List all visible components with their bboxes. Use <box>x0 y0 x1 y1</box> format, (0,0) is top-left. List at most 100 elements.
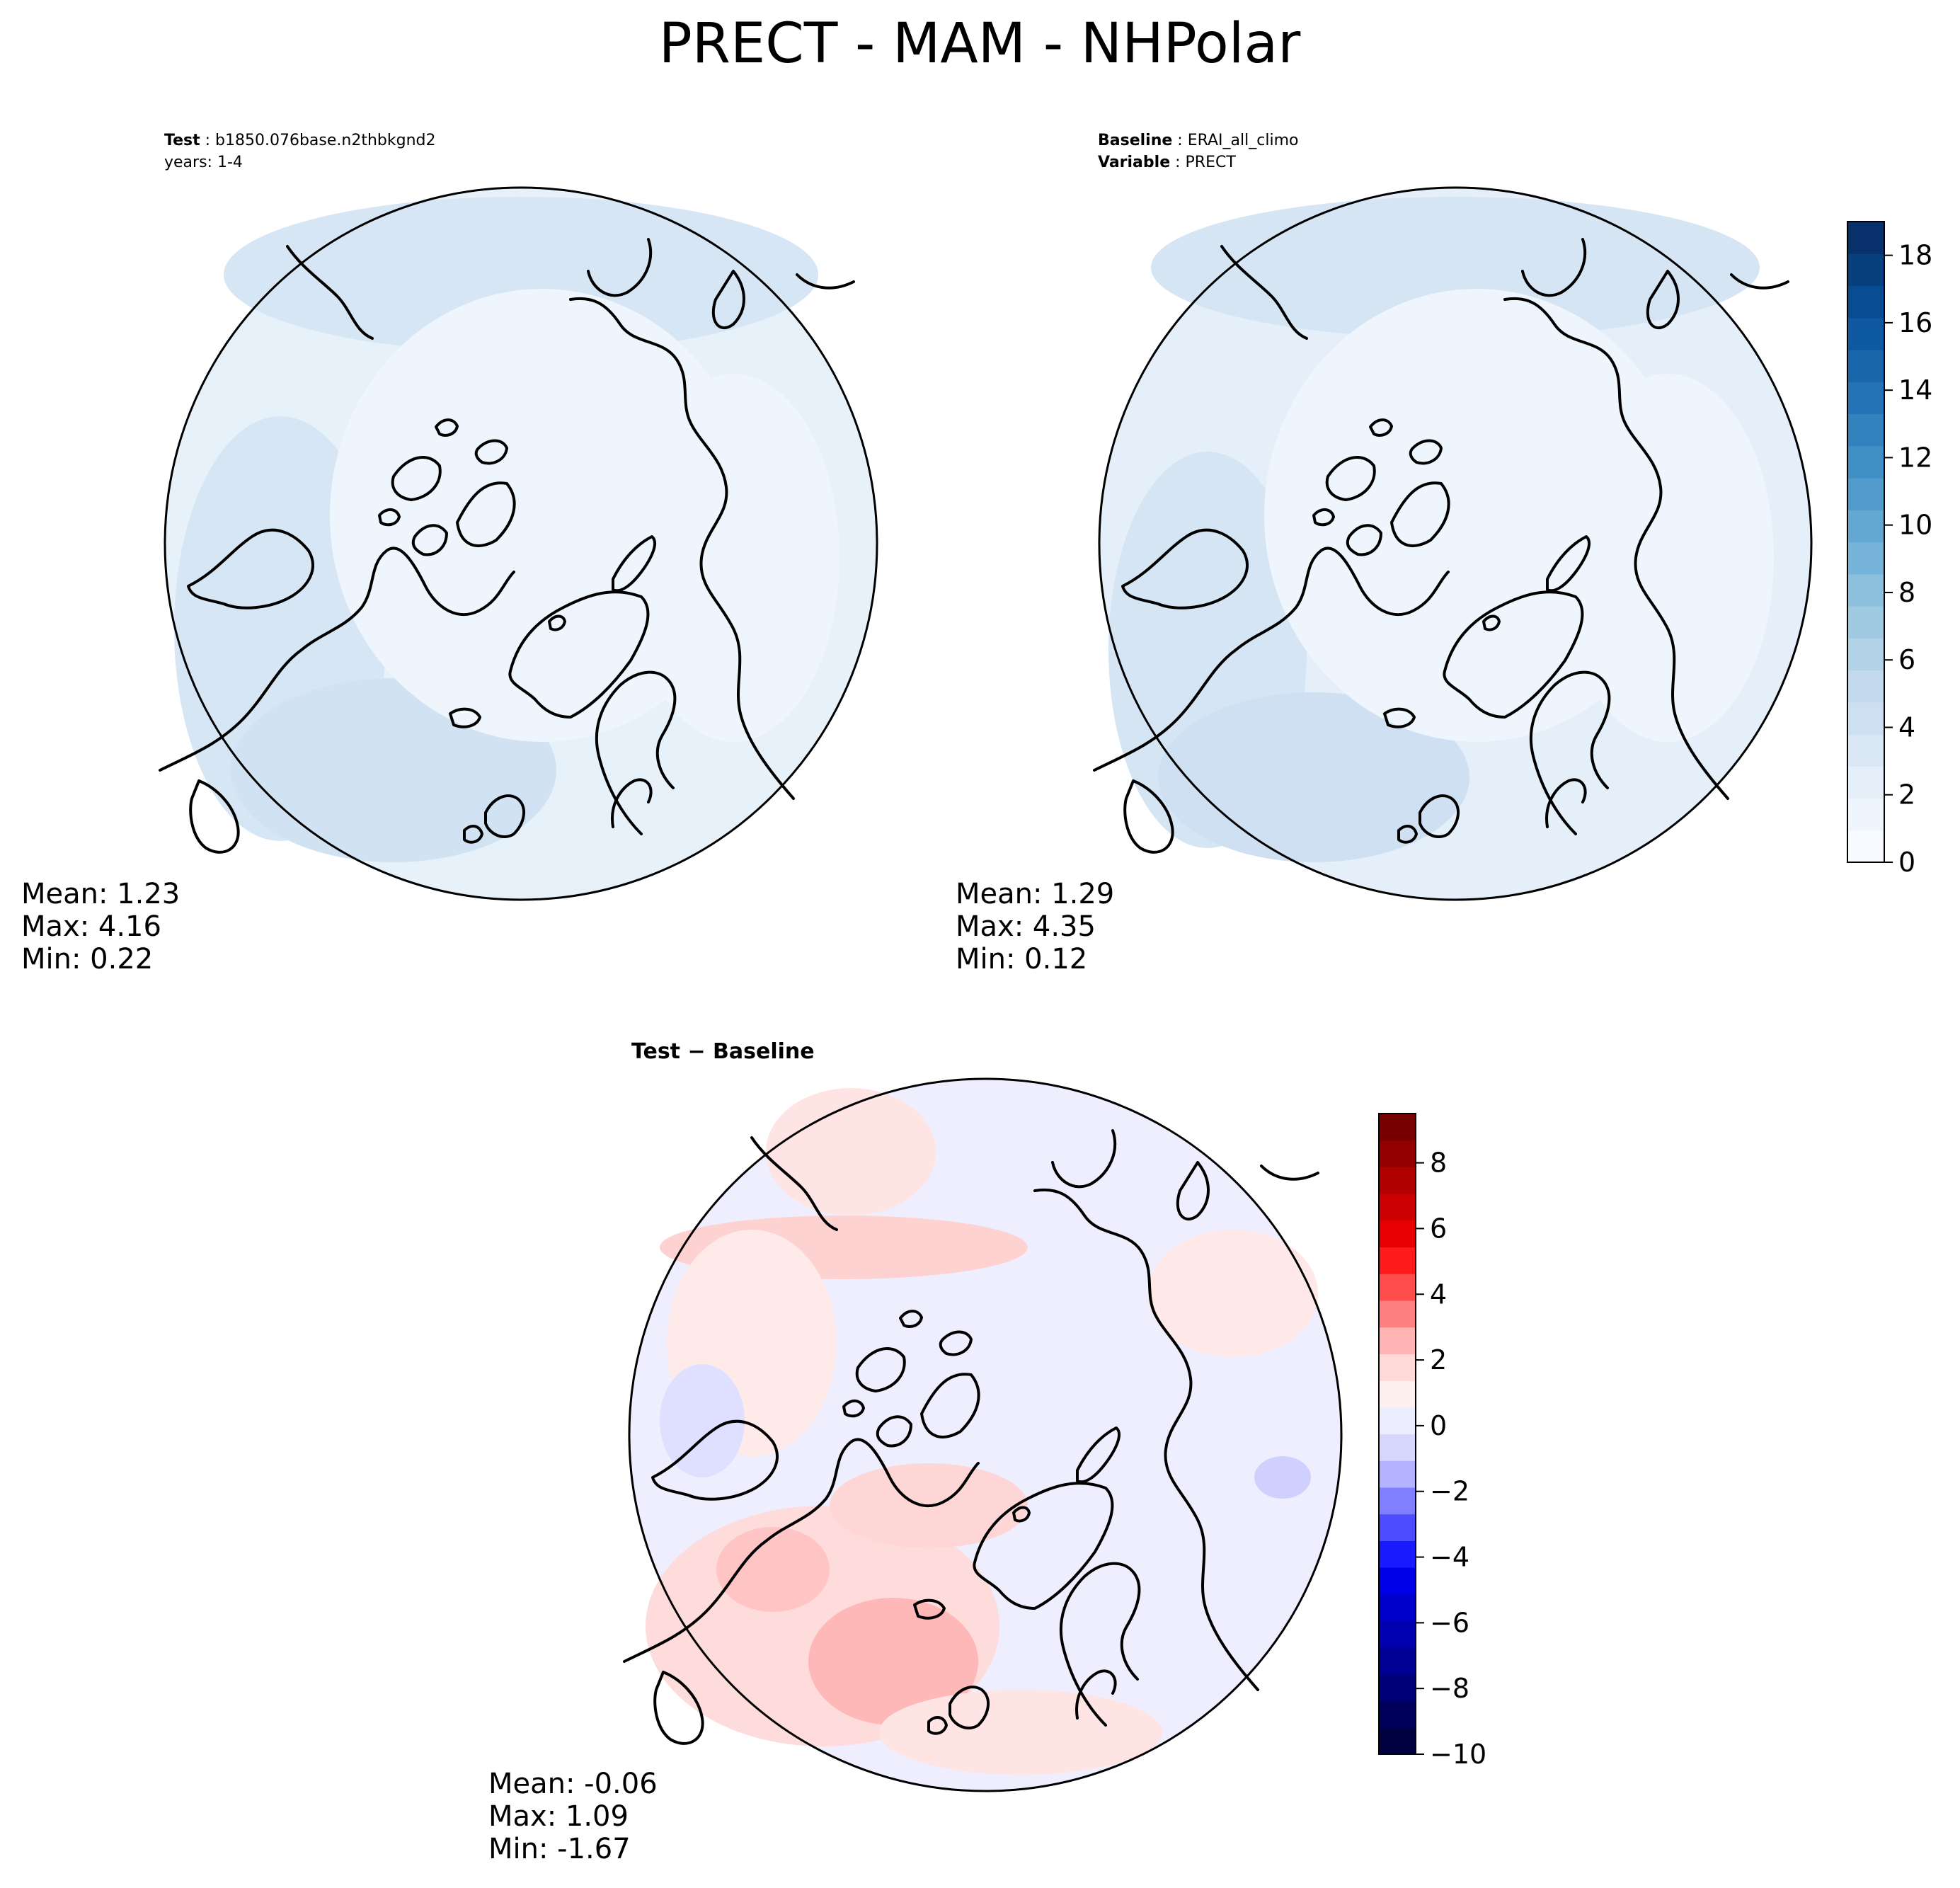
colorbar-main-tick-label: 0 <box>1898 847 1915 878</box>
baseline-band-south <box>1158 692 1469 862</box>
test-label-key: Test <box>164 132 200 149</box>
colorbar-diff-frame <box>1378 1113 1416 1755</box>
colorbar-diff-block <box>1379 1460 1416 1488</box>
diff-min: Min: -1.67 <box>488 1833 631 1865</box>
colorbar-main-block <box>1847 702 1884 735</box>
test-label: Test : b1850.076base.n2thbkgnd2 <box>164 132 436 149</box>
colorbar-diff-tick-label: 2 <box>1430 1344 1447 1375</box>
colorbar-main-block <box>1847 798 1884 831</box>
colorbar-diff-block <box>1379 1540 1416 1568</box>
colorbar-diff-block <box>1379 1327 1416 1354</box>
colorbar-diff-block <box>1379 1700 1416 1728</box>
colorbar-main-frame <box>1847 221 1885 863</box>
colorbar-diff-block <box>1379 1194 1416 1221</box>
test-years: years: 1-4 <box>164 154 243 171</box>
colorbar-main-tick-label: 4 <box>1898 711 1915 743</box>
colorbar-diff-block <box>1379 1620 1416 1648</box>
colorbar-main-block <box>1847 542 1884 575</box>
colorbar-diff-tick-label: −2 <box>1430 1476 1469 1507</box>
colorbar-main-block <box>1847 350 1884 382</box>
colorbar-diff-tick-label: 4 <box>1430 1278 1447 1310</box>
colorbar-main-block <box>1847 413 1884 447</box>
colorbar-main-block <box>1847 285 1884 319</box>
panel-baseline: Baseline : ERAI_all_climo Variable : PRE… <box>956 132 1813 976</box>
colorbar-diff-tick-label: 6 <box>1430 1213 1447 1244</box>
colorbar-main: 0 2 4 6 8 10 12 14 16 18 <box>1847 221 1932 878</box>
baseline-siberia <box>1561 374 1774 742</box>
diff-max: Max: 1.09 <box>488 1800 629 1833</box>
colorbar-diff-tick-label: −8 <box>1430 1673 1469 1704</box>
diff-map <box>623 1077 1343 1792</box>
colorbar-main-block <box>1847 734 1884 767</box>
colorbar-main-block <box>1847 638 1884 671</box>
colorbar-main-block <box>1847 478 1884 510</box>
diff-title: Test − Baseline <box>631 1039 815 1064</box>
diff-pos-north <box>766 1088 936 1215</box>
colorbar-main-tick-label: 14 <box>1898 374 1932 406</box>
colorbar-main-ticks: 0 2 4 6 8 10 12 14 16 18 <box>1884 240 1932 878</box>
colorbar-diff-block <box>1379 1674 1416 1702</box>
colorbar-main-tick-label: 16 <box>1898 307 1932 338</box>
test-label-value: b1850.076base.n2thbkgnd2 <box>215 132 435 149</box>
colorbar-diff-tick-label: −6 <box>1430 1607 1469 1638</box>
colorbar-diff-block <box>1379 1407 1416 1435</box>
baseline-min: Min: 0.12 <box>956 943 1087 976</box>
test-band-north <box>224 197 818 353</box>
colorbar-main-tick-label: 8 <box>1898 577 1915 608</box>
baseline-mean: Mean: 1.29 <box>956 878 1114 910</box>
diff-neg-west <box>660 1364 745 1477</box>
colorbar-main-block <box>1847 606 1884 639</box>
baseline-variable: Variable : PRECT <box>1098 154 1236 171</box>
colorbar-main-tick-label: 10 <box>1898 510 1932 541</box>
colorbar-diff-tick-label: −10 <box>1430 1739 1486 1770</box>
colorbar-diff-tick-label: −4 <box>1430 1542 1469 1573</box>
colorbar-diff-blocks <box>1379 1114 1416 1755</box>
colorbar-main-block <box>1847 382 1884 415</box>
test-map-border <box>164 186 878 901</box>
test-mean: Mean: 1.23 <box>21 878 180 910</box>
baseline-variable-value: PRECT <box>1186 154 1237 171</box>
baseline-label-value: ERAI_all_climo <box>1188 132 1299 149</box>
baseline-label: Baseline : ERAI_all_climo <box>1098 132 1298 149</box>
colorbar-diff-tick-label: 8 <box>1430 1148 1447 1179</box>
colorbar-main-blocks <box>1847 222 1884 863</box>
colorbar-diff-block <box>1379 1167 1416 1194</box>
colorbar-diff: −10 −8 −6 −4 −2 0 2 4 6 8 <box>1378 1113 1486 1770</box>
diff-pos-labrador <box>716 1527 830 1612</box>
colorbar-main-block <box>1847 253 1884 287</box>
colorbar-main-block <box>1847 670 1884 703</box>
panel-test: Test : b1850.076base.n2thbkgnd2 years: 1… <box>21 132 878 976</box>
colorbar-diff-block <box>1379 1594 1416 1622</box>
diff-pos-east <box>1148 1230 1318 1357</box>
colorbar-diff-block <box>1379 1220 1416 1248</box>
colorbar-diff-tick-label: 0 <box>1430 1410 1447 1441</box>
diff-pos-europe <box>879 1690 1162 1775</box>
colorbar-main-tick-label: 6 <box>1898 644 1915 675</box>
colorbar-main-block <box>1847 573 1884 607</box>
colorbar-diff-block <box>1379 1487 1416 1515</box>
colorbar-diff-block <box>1379 1274 1416 1301</box>
colorbar-diff-block <box>1379 1514 1416 1541</box>
diff-pos-atlantic-core <box>808 1598 978 1725</box>
test-max: Max: 4.16 <box>21 910 161 943</box>
colorbar-diff-block <box>1379 1380 1416 1408</box>
baseline-map <box>1093 186 1813 901</box>
test-map <box>159 186 878 901</box>
colorbar-diff-block <box>1379 1114 1416 1141</box>
colorbar-main-block <box>1847 510 1884 543</box>
baseline-label-key: Baseline <box>1098 132 1172 149</box>
test-siberia <box>627 374 839 742</box>
colorbar-main-block <box>1847 830 1884 863</box>
colorbar-diff-block <box>1379 1727 1416 1755</box>
colorbar-main-block <box>1847 317 1884 350</box>
colorbar-diff-block <box>1379 1567 1416 1595</box>
colorbar-main-block <box>1847 445 1884 479</box>
colorbar-diff-block <box>1379 1434 1416 1461</box>
baseline-map-border <box>1098 186 1813 901</box>
baseline-variable-key: Variable <box>1098 154 1170 171</box>
colorbar-main-tick-label: 12 <box>1898 442 1932 473</box>
colorbar-diff-block <box>1379 1354 1416 1381</box>
baseline-band-north <box>1151 197 1760 338</box>
diff-map-border <box>628 1077 1343 1792</box>
